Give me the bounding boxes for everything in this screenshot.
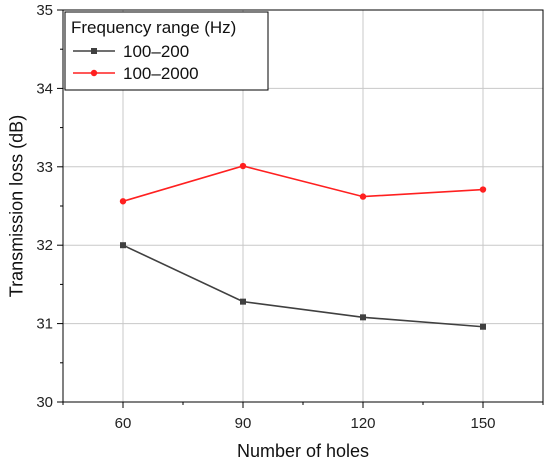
data-point [359,193,367,200]
series-line [122,244,484,328]
data-point [480,323,486,330]
data-point [239,162,247,170]
data-point [119,198,127,205]
legend-title: Frequency range (Hz) [71,18,236,37]
data-point [120,242,126,249]
x-tick-label: 90 [235,415,252,432]
y-tick-label: 31 [36,316,53,333]
legend-marker [91,48,97,54]
legend-items: 100–200 100–2000 [73,42,199,83]
legend-item: 100–2000 [73,64,199,83]
series-layer [119,162,487,330]
data-point [360,314,366,321]
axis-ticks [57,9,544,408]
series-1 [120,242,486,330]
x-tick-label: 150 [470,415,495,432]
y-tick-label: 34 [36,80,53,97]
legend-item: 100–200 [73,42,189,61]
x-tick-label: 60 [115,415,132,432]
y-tick-label: 35 [36,2,53,19]
tick-labels: 60 90 120 150 30 31 32 33 34 35 [36,2,495,432]
legend-marker [90,69,98,77]
y-tick-label: 32 [36,237,53,254]
series-2 [119,162,487,205]
legend-label: 100–200 [123,42,189,61]
legend-label: 100–2000 [123,64,199,83]
y-tick-label: 30 [36,394,53,411]
data-point [240,298,246,305]
legend: Frequency range (Hz) 100–200 100–2000 [64,11,269,91]
x-tick-label: 120 [350,415,375,432]
series-line [122,165,484,203]
y-tick-label: 33 [36,159,53,176]
x-axis-title: Number of holes [237,441,369,461]
data-point [479,186,487,193]
y-axis-title: Transmission loss (dB) [6,115,26,297]
